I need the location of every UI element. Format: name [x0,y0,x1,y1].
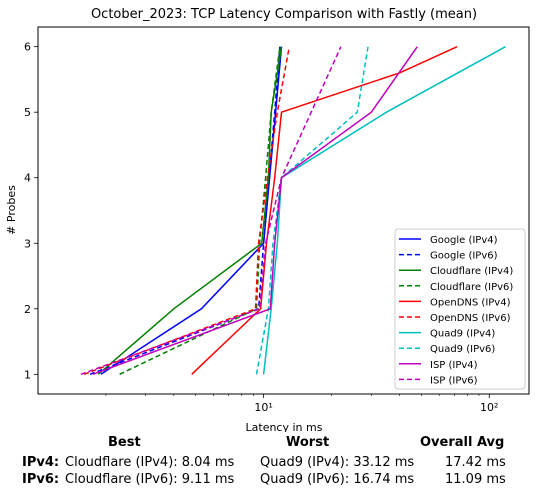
legend-label: Google (IPv4) [430,235,498,246]
series-line [89,46,281,375]
legend-label: ISP (IPv6) [430,375,478,386]
series-line [80,46,342,376]
x-tick-label: 10¹ [254,401,272,414]
legend-label: Quad9 (IPv4) [430,329,495,340]
avg-header: Overall Avg [420,435,505,450]
axis-ticks: 10¹ 10² 1 2 3 4 5 6 [24,41,498,414]
series-line [100,46,283,375]
plot-frame [37,26,530,395]
y-axis-label: # Probes [5,185,18,235]
legend-label: OpenDNS (IPv6) [430,313,511,324]
legend: Google (IPv4) Google (IPv6) Cloudflare (IP… [394,228,526,390]
legend-label: ISP (IPv4) [430,360,478,371]
x-tick-label: 10² [480,401,498,414]
series-lines [80,46,506,376]
series-line [97,46,283,375]
legend-label: Google (IPv6) [430,251,498,262]
series-line [92,46,418,376]
y-tick-label: 2 [24,303,31,316]
legend-label: Cloudflare (IPv4) [430,266,513,277]
y-tick-label: 5 [24,106,31,119]
latency-chart: October_2023: TCP Latency Comparison wit… [5,7,530,432]
legend-box [394,228,526,390]
x-axis-label: Latency in ms [246,421,323,432]
ipv6-avg: 11.09 ms [445,472,506,487]
y-tick-label: 3 [24,237,31,250]
legend-label: Cloudflare (IPv6) [430,282,513,293]
series-line [262,46,506,375]
ipv4-worst: Quad9 (IPv4): 33.12 ms [260,455,415,470]
series-line [83,46,291,376]
legend-label: Quad9 (IPv6) [430,344,495,355]
summary-table: Best Worst Overall Avg IPv4: Cloudflare … [0,432,541,494]
ipv6-row-label: IPv6: [22,472,60,487]
best-header: Best [108,435,141,450]
legend-label: OpenDNS (IPv4) [430,297,511,308]
ipv4-avg: 17.42 ms [445,455,506,470]
ipv6-best: Cloudflare (IPv6): 9.11 ms [65,472,235,487]
ipv6-worst: Quad9 (IPv6): 16.74 ms [260,472,415,487]
worst-header: Worst [286,435,330,450]
ipv4-row-label: IPv4: [22,455,60,470]
y-tick-label: 1 [24,368,31,381]
chart-title: October_2023: TCP Latency Comparison wit… [91,7,477,22]
y-tick-label: 4 [24,172,31,185]
ipv4-best: Cloudflare (IPv4): 8.04 ms [65,455,235,470]
y-tick-label: 6 [24,41,31,54]
